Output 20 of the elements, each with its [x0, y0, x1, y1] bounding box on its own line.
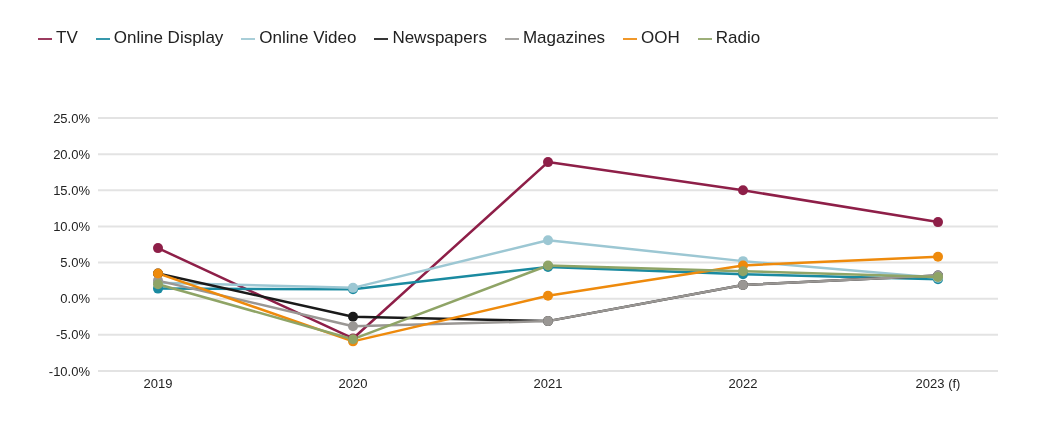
x-tick-label: 2019	[143, 376, 173, 392]
y-tick-label: 20.0%	[53, 146, 91, 162]
legend-label: Newspapers	[392, 28, 487, 47]
y-tick-label: 10.0%	[53, 219, 91, 235]
legend-label: Magazines	[522, 28, 606, 47]
y-tick-label: 0.0%	[60, 291, 91, 307]
x-tick-label: 2020	[338, 376, 368, 392]
x-tick-label: 2023 (f)	[915, 376, 961, 392]
y-tick-label: 5.0%	[60, 255, 91, 271]
y-tick-label: -10.0%	[48, 363, 91, 379]
legend-label: TV	[56, 28, 78, 47]
legend-label: Online Video	[259, 28, 357, 47]
x-tick-label: 2021	[533, 376, 563, 392]
y-tick-label: 25.0%	[53, 110, 91, 126]
legend-label: Radio	[715, 28, 761, 47]
y-tick-label: 15.0%	[53, 182, 91, 198]
legend-label: OOH	[641, 28, 680, 47]
legend-label: Online Display	[113, 28, 224, 47]
x-tick-label: 2022	[728, 376, 758, 392]
y-tick-label: -5.0%	[56, 327, 91, 343]
